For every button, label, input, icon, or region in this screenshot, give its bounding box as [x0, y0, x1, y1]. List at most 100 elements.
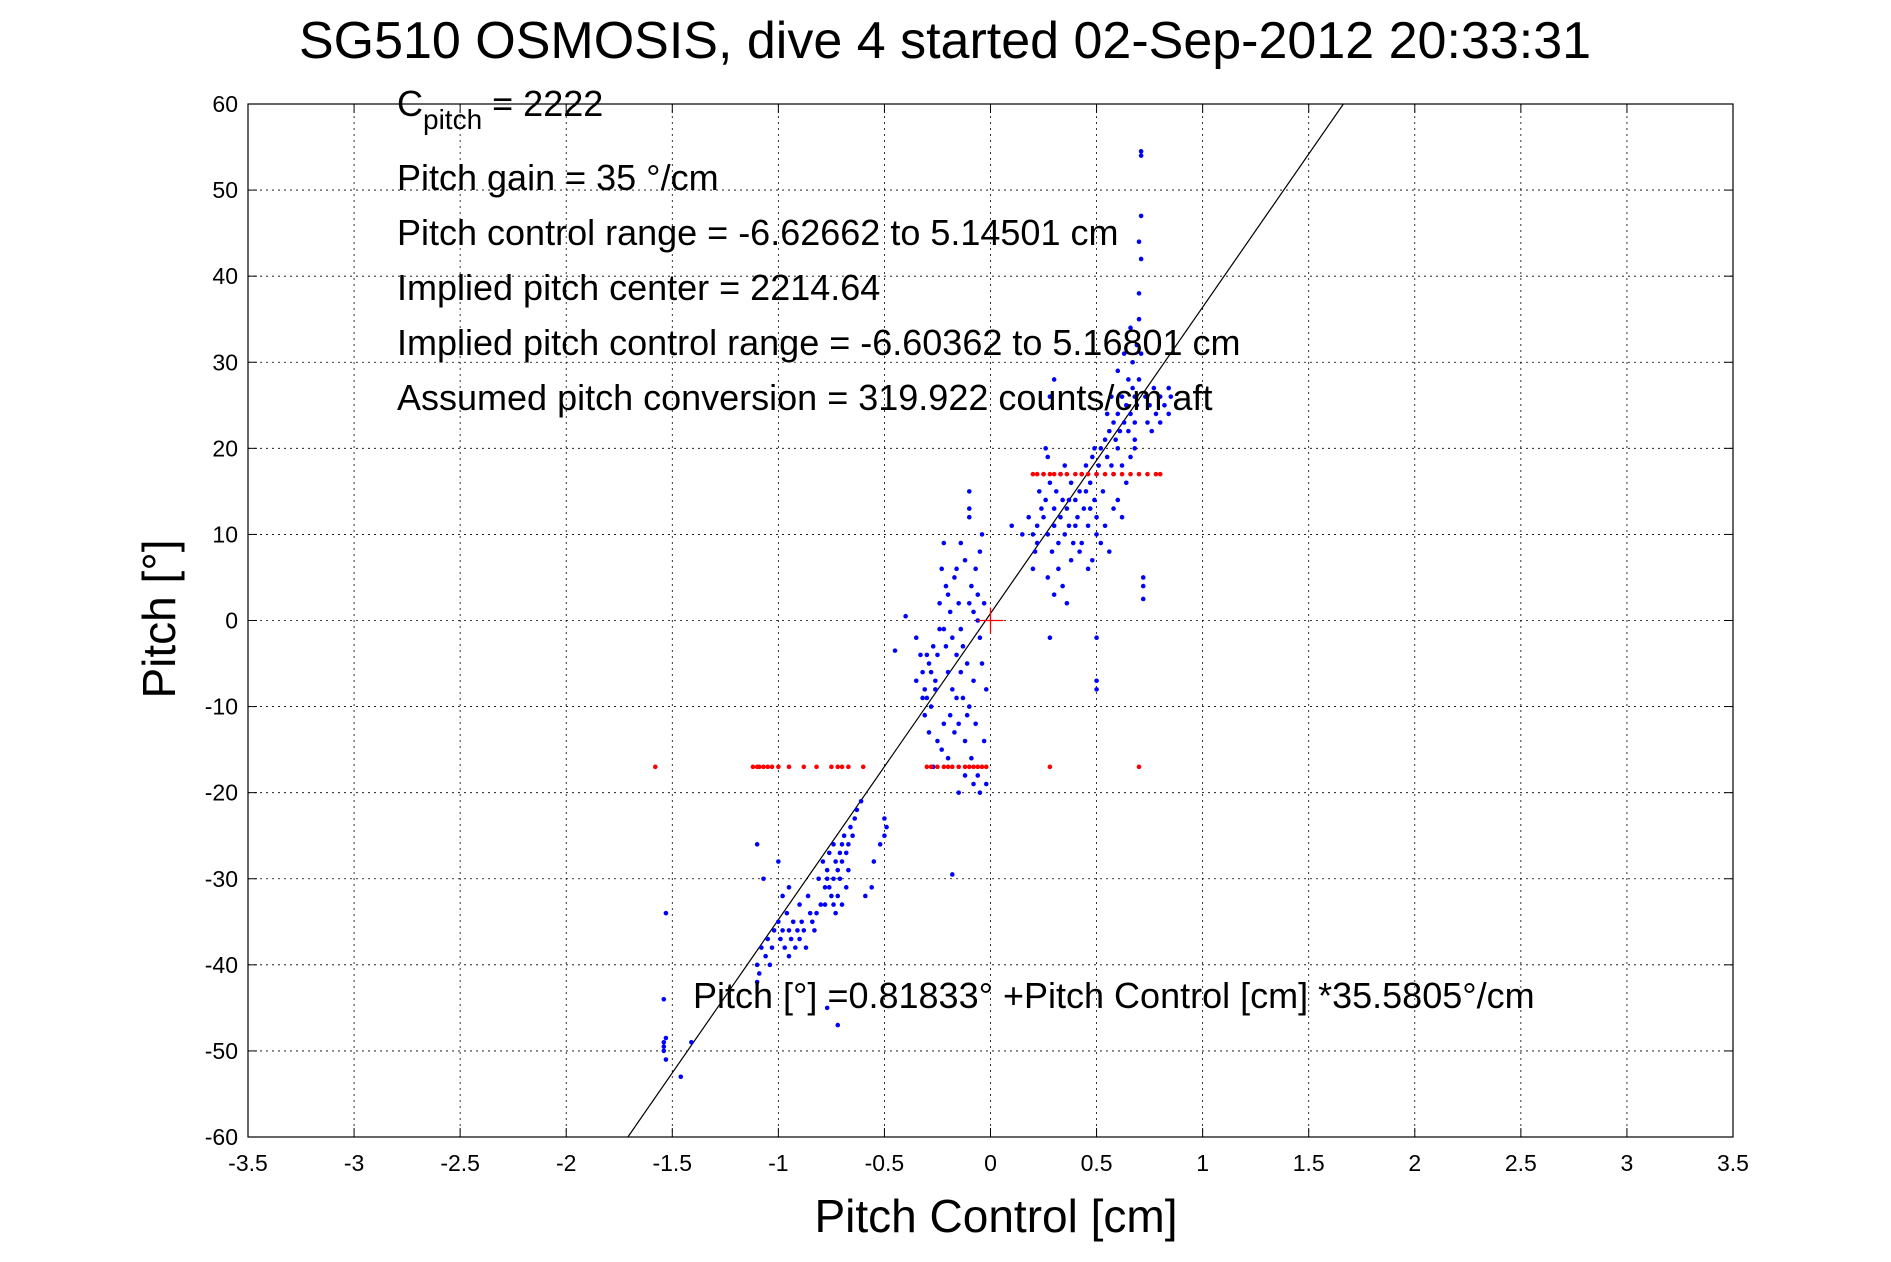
data-point	[1138, 351, 1144, 356]
data-point	[1062, 463, 1068, 468]
y-tick-label: -50	[205, 1038, 238, 1064]
data-point	[1049, 549, 1055, 554]
data-point	[971, 609, 976, 615]
data-point	[1085, 523, 1091, 529]
data-point	[1115, 446, 1121, 451]
x-tick-label: 0	[984, 1150, 997, 1176]
data-point	[1126, 428, 1131, 434]
data-point	[1073, 497, 1078, 503]
data-point	[966, 514, 972, 520]
data-point	[780, 928, 785, 933]
flagged-data-point	[1145, 471, 1150, 477]
data-point	[829, 893, 834, 899]
data-point	[1073, 523, 1078, 529]
flagged-data-point	[1102, 471, 1108, 477]
data-point	[1081, 506, 1087, 511]
data-point	[1100, 489, 1106, 494]
data-point	[954, 695, 959, 701]
flagged-data-point	[769, 764, 775, 770]
data-point	[943, 583, 949, 589]
data-point	[975, 773, 981, 778]
flagged-data-point	[776, 764, 781, 770]
annotation-implied-control-range: Implied pitch control range = -6.60362 t…	[397, 322, 1241, 363]
center-marker-group	[977, 607, 1004, 634]
data-point	[973, 566, 978, 572]
data-point	[962, 738, 968, 744]
data-point	[947, 712, 953, 718]
data-point	[981, 600, 987, 606]
data-point	[803, 945, 809, 950]
data-point	[1134, 342, 1140, 348]
data-point	[1051, 377, 1057, 382]
data-point	[882, 833, 887, 839]
flagged-data-point	[1041, 471, 1046, 477]
x-tick-label: -3.5	[228, 1150, 268, 1176]
x-tick-label: -2	[556, 1150, 576, 1176]
data-point	[1117, 428, 1123, 434]
axis-ticks	[247, 103, 1734, 1138]
data-point	[1045, 454, 1051, 460]
flagged-data-point	[1136, 764, 1142, 770]
data-point	[924, 652, 930, 658]
data-point	[1079, 540, 1085, 546]
data-point	[1115, 368, 1121, 374]
data-point	[933, 678, 938, 684]
flagged-data-point	[956, 764, 961, 770]
data-point	[943, 644, 949, 649]
data-point	[1145, 420, 1150, 425]
data-point	[1096, 463, 1101, 468]
flagged-data-point	[1030, 471, 1036, 477]
data-point	[858, 798, 864, 804]
data-point	[1047, 635, 1053, 641]
flagged-data-point	[814, 764, 819, 770]
data-point	[822, 885, 828, 890]
data-point	[1083, 463, 1089, 468]
flagged-data-point	[1085, 471, 1091, 477]
data-point	[937, 626, 942, 632]
flagged-data-point	[839, 764, 845, 770]
data-point	[971, 678, 976, 684]
data-point	[771, 928, 777, 933]
data-point	[941, 626, 947, 632]
flagged-data-point	[941, 764, 947, 770]
flagged-data-point	[1051, 471, 1057, 477]
data-point	[939, 747, 945, 752]
data-point	[1053, 489, 1059, 494]
flagged-data-point	[1034, 471, 1040, 477]
data-point	[1104, 454, 1110, 460]
data-point	[966, 600, 972, 606]
data-point	[1128, 454, 1133, 460]
data-point	[1045, 575, 1051, 580]
data-point	[678, 1074, 684, 1080]
data-point	[977, 635, 983, 641]
data-point	[1087, 480, 1093, 486]
data-point	[945, 669, 951, 675]
data-point	[1039, 506, 1044, 511]
data-point	[964, 712, 970, 718]
data-point	[1104, 411, 1110, 417]
data-point	[1051, 506, 1057, 511]
flagged-data-point	[1073, 471, 1078, 477]
y-tick-label: 40	[212, 263, 238, 289]
y-tick-label: -40	[205, 952, 238, 978]
data-point	[1140, 583, 1146, 589]
annotation-fit-equation: Pitch [°] =0.81833° +Pitch Control [cm] …	[693, 975, 1535, 1016]
data-point	[1126, 377, 1131, 382]
data-point	[966, 506, 972, 511]
data-point	[950, 635, 955, 641]
data-point	[824, 867, 830, 873]
y-tick-label: -20	[205, 780, 238, 806]
data-point	[956, 790, 961, 795]
data-point	[1132, 437, 1138, 443]
x-tick-label: -2.5	[440, 1150, 480, 1176]
x-tick-label: 0.5	[1081, 1150, 1113, 1176]
flagged-data-point	[935, 764, 940, 770]
data-point	[918, 652, 923, 658]
flagged-data-point	[846, 764, 851, 770]
data-point	[930, 644, 936, 649]
data-point	[1111, 506, 1116, 511]
data-point	[754, 979, 760, 985]
data-point	[1064, 506, 1070, 511]
data-point	[1094, 687, 1099, 692]
data-point	[1123, 402, 1129, 408]
